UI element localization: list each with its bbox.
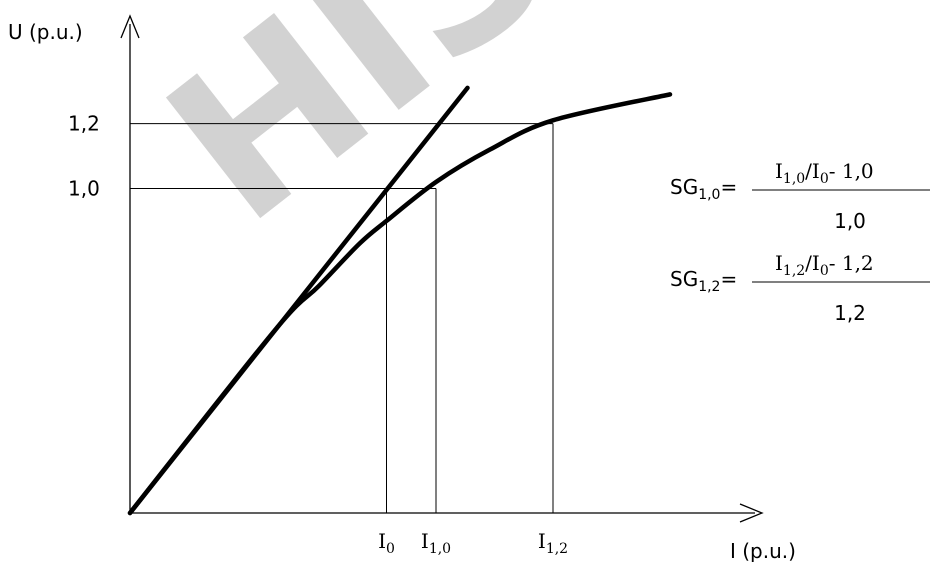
watermark-text: HIS: [125, 0, 595, 269]
x-tick-sub: 1,0: [429, 541, 451, 557]
axes: [120, 14, 764, 523]
x-tick-label: I1,0: [421, 529, 451, 557]
series-line-saturation: [127, 92, 673, 516]
formula-numerator: I1,2/I0- 1,2: [775, 251, 874, 279]
x-tick-sub: 0: [386, 541, 395, 557]
y-axis-arrow: [120, 14, 140, 39]
y-axis-label: U (p.u.): [8, 20, 83, 44]
x-tick-main: I: [378, 529, 386, 553]
x-axis-arrow: [739, 503, 764, 523]
x-axis-label: I (p.u.): [730, 539, 796, 562]
watermark: HIS: [125, 0, 595, 269]
x-tick-label: I1,2: [538, 529, 568, 557]
formulas: SG1,0= I1,0/I0- 1,0 1,0 SG1,2= I1,2/I0- 1,2 1…: [670, 159, 930, 325]
x-tick-main: I: [421, 529, 429, 553]
formula-denominator: 1,2: [834, 301, 866, 325]
y-tick-label: 1,0: [68, 176, 100, 200]
x-tick-sub: 1,2: [546, 541, 568, 557]
series-group: [127, 85, 673, 516]
reference-lines: [130, 123, 554, 513]
formula-1-2: SG1,2= I1,2/I0- 1,2 1,2: [670, 251, 930, 325]
tick-labels: 1,21,0I0 I1,0 I1,2: [68, 112, 568, 557]
x-tick-label: I0: [378, 529, 395, 557]
y-tick-label: 1,2: [68, 112, 100, 136]
formula-lhs: SG1,0=: [670, 175, 737, 203]
formula-denominator: 1,0: [834, 209, 866, 233]
x-tick-main: I: [538, 529, 546, 553]
formula-numerator: I1,0/I0- 1,0: [775, 159, 874, 187]
formula-lhs: SG1,2=: [670, 267, 737, 295]
formula-1-0: SG1,0= I1,0/I0- 1,0 1,0: [670, 159, 930, 233]
